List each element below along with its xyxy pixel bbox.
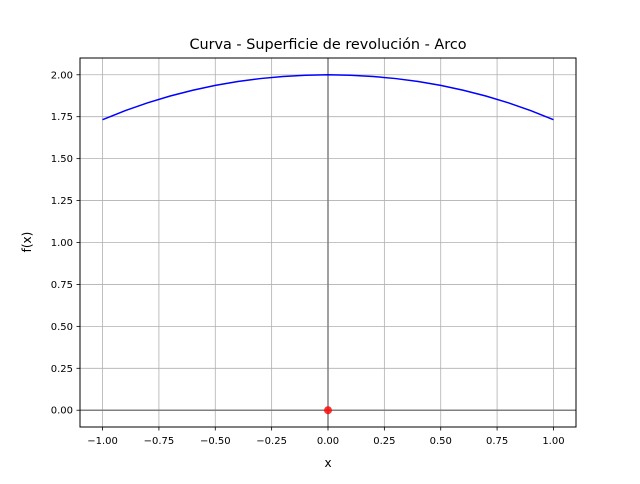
x-tick-label: −1.00 [87,436,118,447]
y-tick-label: 0.50 [51,322,73,333]
y-tick-label: 1.75 [51,112,73,123]
chart-title: Curva - Superficie de revolución - Arco [189,37,466,53]
point-marker [324,406,332,415]
y-tick-label: 0.25 [51,364,73,375]
y-axis-label: f(x) [20,232,34,253]
x-tick-label: 0.00 [317,436,339,447]
ticks: −1.00 −0.75 −0.50 −0.25 0.00 0.25 0.50 0.75 1.00… [51,70,565,447]
series [102,74,554,415]
y-tick-label: 1.50 [51,154,73,165]
y-tick-label: 0.00 [51,406,73,417]
x-tick-label: −0.25 [256,436,287,447]
x-axis-label: x [324,456,331,470]
x-tick-label: 0.75 [486,436,508,447]
x-tick-label: 0.25 [373,436,395,447]
y-tick-label: 2.00 [51,70,73,81]
x-tick-label: 1.00 [542,436,564,447]
y-tick-label: 0.75 [51,280,73,291]
y-tick-label: 1.00 [51,238,73,249]
x-tick-label: 0.50 [430,436,452,447]
curve-line [102,74,554,121]
y-tick-label: 1.25 [51,196,73,207]
x-tick-label: −0.75 [144,436,175,447]
x-tick-label: −0.50 [200,436,231,447]
